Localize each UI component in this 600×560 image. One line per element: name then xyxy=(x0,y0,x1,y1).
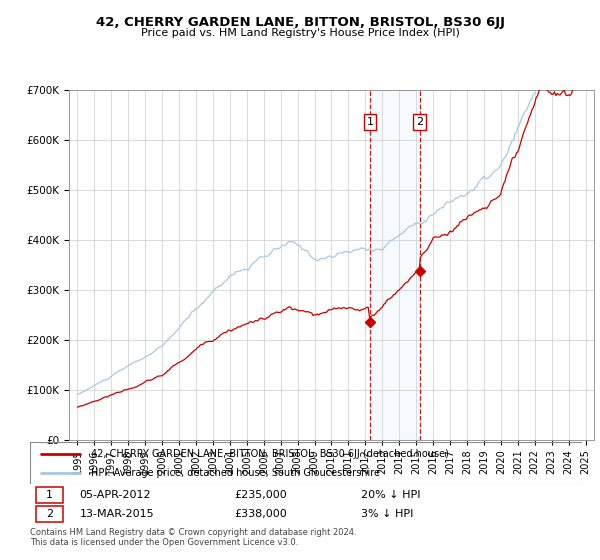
Bar xyxy=(370,90,419,440)
Text: 1: 1 xyxy=(367,117,373,127)
Text: £338,000: £338,000 xyxy=(234,508,287,519)
Text: Contains HM Land Registry data © Crown copyright and database right 2024.
This d: Contains HM Land Registry data © Crown c… xyxy=(30,528,356,547)
Text: Price paid vs. HM Land Registry's House Price Index (HPI): Price paid vs. HM Land Registry's House … xyxy=(140,28,460,38)
Text: 3% ↓ HPI: 3% ↓ HPI xyxy=(361,508,413,519)
Text: 42, CHERRY GARDEN LANE, BITTON, BRISTOL, BS30 6JJ: 42, CHERRY GARDEN LANE, BITTON, BRISTOL,… xyxy=(95,16,505,29)
Bar xyxy=(35,487,63,503)
Bar xyxy=(35,506,63,522)
Text: 13-MAR-2015: 13-MAR-2015 xyxy=(80,508,154,519)
Text: 42, CHERRY GARDEN LANE, BITTON, BRISTOL, BS30 6JJ (detached house): 42, CHERRY GARDEN LANE, BITTON, BRISTOL,… xyxy=(91,449,449,459)
Text: 1: 1 xyxy=(46,490,53,500)
Text: HPI: Average price, detached house, South Gloucestershire: HPI: Average price, detached house, Sout… xyxy=(91,469,380,478)
Text: 2: 2 xyxy=(46,508,53,519)
Text: 05-APR-2012: 05-APR-2012 xyxy=(80,490,151,500)
Text: 2: 2 xyxy=(416,117,423,127)
Text: £235,000: £235,000 xyxy=(234,490,287,500)
Text: 20% ↓ HPI: 20% ↓ HPI xyxy=(361,490,421,500)
